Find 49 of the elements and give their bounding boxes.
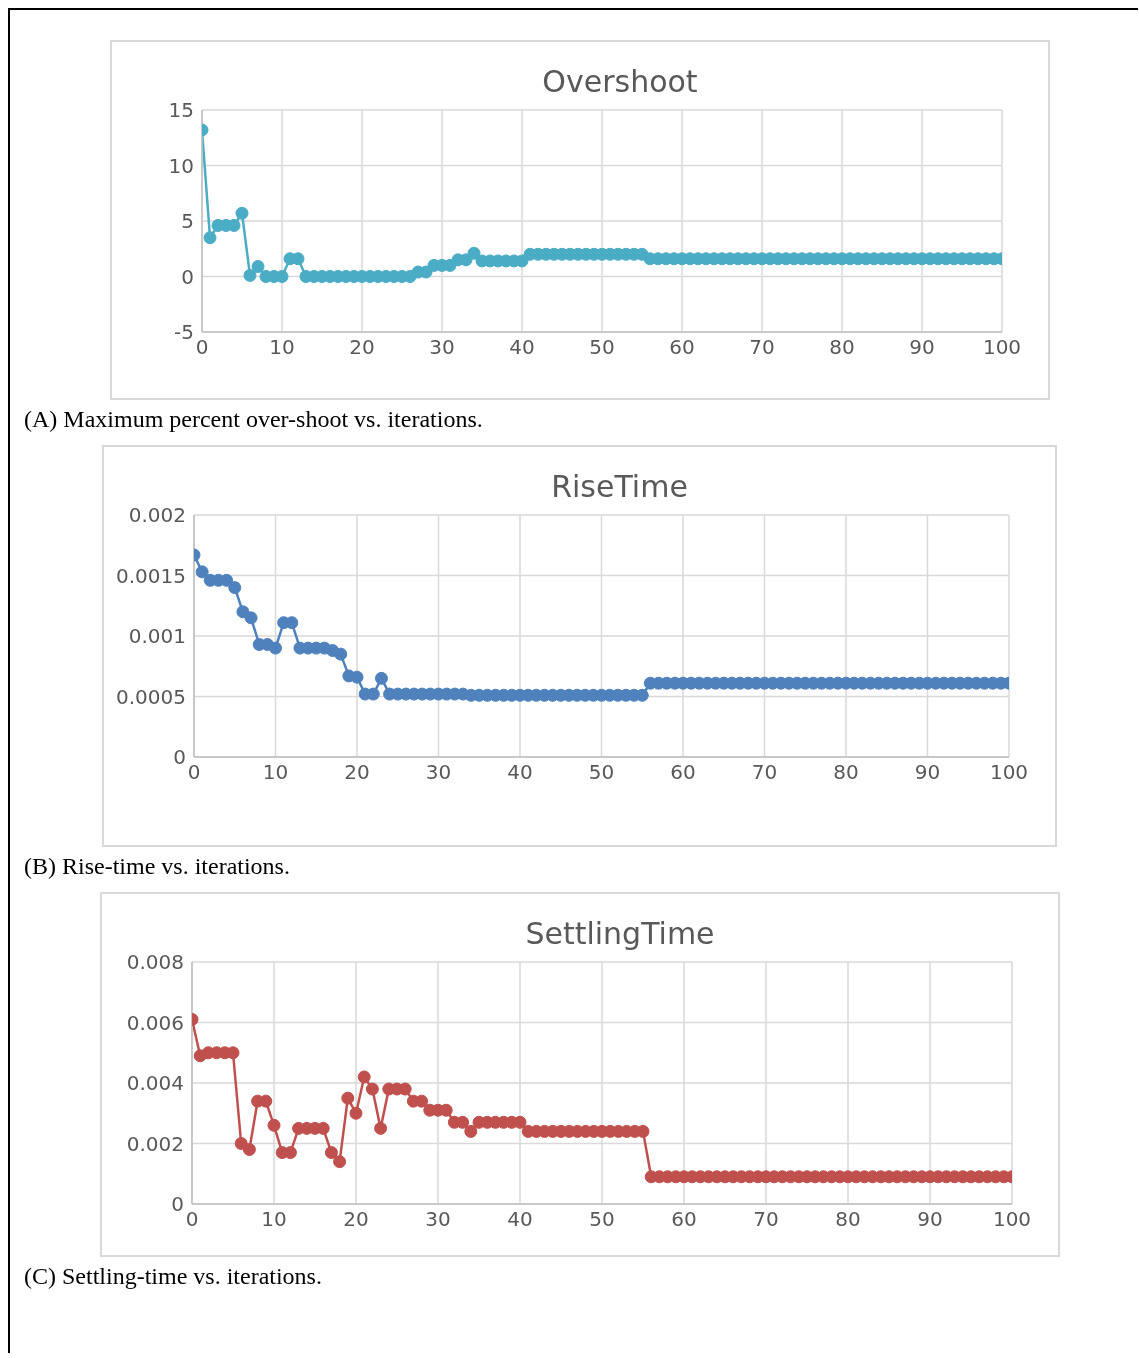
y-tick-label: 0.001: [128, 624, 186, 649]
y-tick-label: 0.006: [126, 1010, 184, 1035]
x-tick-label: 20: [343, 1207, 369, 1232]
x-tick-label: 70: [753, 1207, 779, 1232]
x-tick-label: 100: [992, 1207, 1032, 1232]
x-tick-label: 30: [425, 760, 452, 785]
x-tick-label: 100: [982, 335, 1022, 360]
y-tick-label: 15: [168, 98, 194, 123]
x-tick-label: 80: [835, 1207, 861, 1232]
chart-title: RiseTime: [551, 469, 688, 504]
y-tick-label: 5: [181, 209, 194, 234]
x-tick-label: 40: [507, 1207, 533, 1232]
x-tick-label: 80: [829, 335, 855, 360]
x-tick-label: 60: [669, 335, 695, 360]
y-tick-label: 0.004: [126, 1071, 184, 1096]
y-tick-label: 0.008: [126, 950, 184, 975]
x-tick-label: 40: [507, 760, 533, 785]
x-tick-label: 20: [344, 760, 370, 785]
chart-title: SettlingTime: [525, 916, 715, 951]
y-tick-label: 0: [181, 264, 194, 289]
text: (C) Settling-time vs. iterations.: [24, 1263, 323, 1290]
x-tick-label: 60: [671, 1207, 697, 1232]
y-tick-label: 0.002: [126, 1131, 184, 1156]
x-tick-label: 20: [349, 335, 375, 360]
y-tick-label: 0.002: [128, 503, 186, 528]
x-tick-label: 30: [429, 335, 455, 360]
x-tick-label: 90: [909, 335, 935, 360]
x-tick-label: 10: [269, 335, 295, 360]
y-tick-label: 0.0015: [116, 563, 186, 588]
x-tick-label: 90: [914, 760, 941, 785]
x-tick-label: 10: [261, 1207, 287, 1232]
x-tick-label: 90: [917, 1207, 943, 1232]
x-tick-label: 50: [589, 1207, 615, 1232]
x-tick-label: 50: [588, 760, 615, 785]
y-tick-label: 10: [168, 153, 194, 178]
x-tick-label: 40: [509, 335, 535, 360]
x-tick-label: 70: [751, 760, 778, 785]
text: (A) Maximum percent over-shoot vs. iterations.: [24, 406, 484, 433]
x-tick-label: 60: [670, 760, 696, 785]
x-tick-label: 100: [989, 760, 1029, 785]
x-tick-label: 70: [749, 335, 775, 360]
x-tick-label: 80: [833, 760, 859, 785]
chart-title: Overshoot: [542, 64, 698, 99]
text: (B) Rise-time vs. iterations.: [24, 853, 291, 880]
x-tick-label: 30: [425, 1207, 451, 1232]
y-tick-label: 0.0005: [116, 684, 186, 709]
y-tick-label: -5: [174, 320, 194, 345]
x-tick-label: 10: [262, 760, 289, 785]
x-tick-label: 50: [589, 335, 615, 360]
